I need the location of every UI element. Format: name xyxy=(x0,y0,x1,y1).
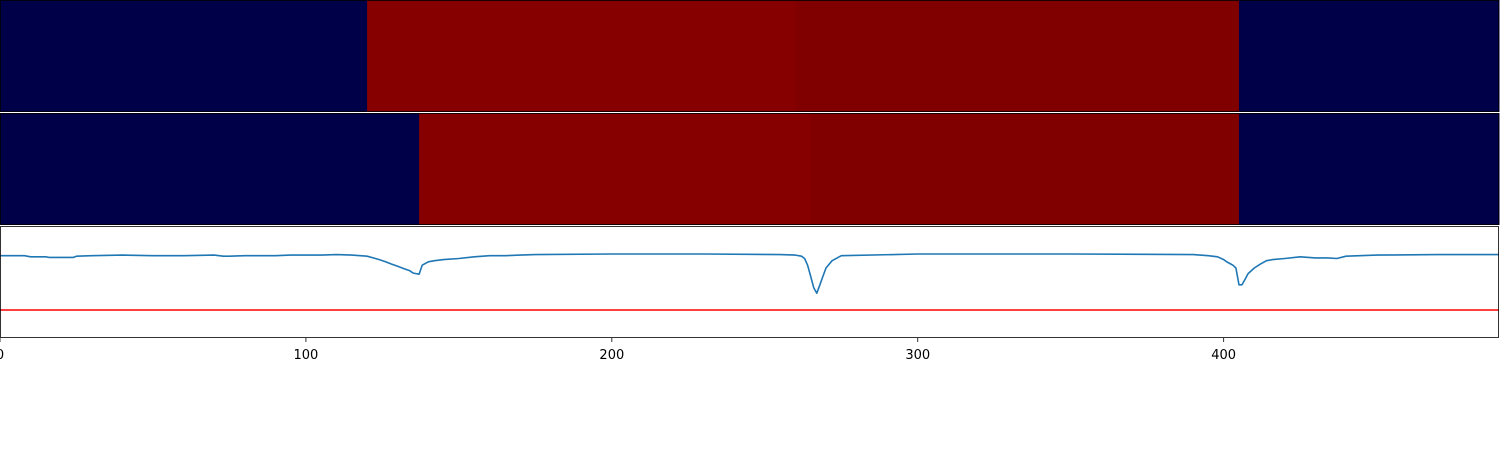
segment-row-1-segment-2 xyxy=(367,0,796,112)
x-tick-label-300: 300 xyxy=(905,348,930,363)
line-panel xyxy=(0,253,1499,311)
segment-row-1-segment-4 xyxy=(1238,0,1500,112)
x-tick-label-400: 400 xyxy=(1211,348,1236,363)
line-panel-background xyxy=(0,226,1499,338)
panel-frames xyxy=(0,0,1499,338)
segment-row-2-segment-1 xyxy=(0,113,420,225)
segment-row-2-segment-2 xyxy=(419,113,812,225)
x-tick-label-0: 0 xyxy=(0,348,4,363)
line-panel-frame xyxy=(0,226,1499,338)
segment-row-1-segment-1 xyxy=(0,0,368,112)
segment-row-1-frame xyxy=(0,0,1499,112)
segment-rows xyxy=(0,0,1500,225)
segment-row-1-segment-3 xyxy=(795,0,1240,112)
series-line-1 xyxy=(0,253,1499,295)
x-tick-label-200: 200 xyxy=(599,348,624,363)
x-tick-label-100: 100 xyxy=(294,348,319,363)
segment-row-2-segment-3 xyxy=(810,113,1240,225)
x-axis: 0 100 200 300 400 xyxy=(0,338,1236,363)
segment-row-2-segment-4 xyxy=(1238,113,1500,225)
segment-row-2-frame xyxy=(0,113,1499,225)
